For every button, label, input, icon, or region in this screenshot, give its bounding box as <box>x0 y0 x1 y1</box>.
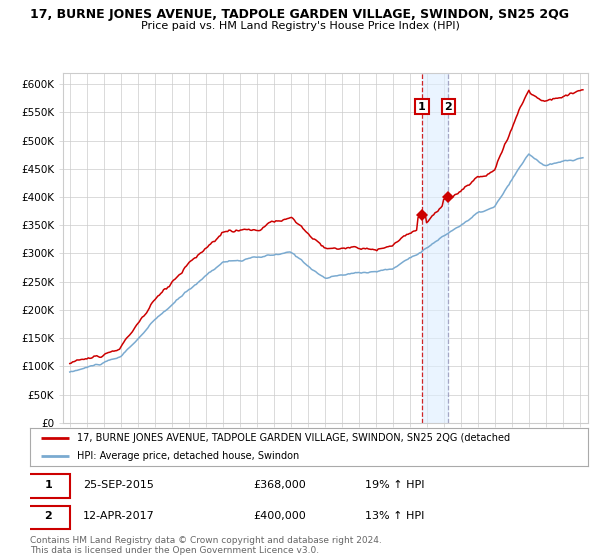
Text: 1: 1 <box>418 102 426 111</box>
Text: 2: 2 <box>44 511 52 521</box>
Text: £368,000: £368,000 <box>253 480 306 491</box>
Text: 12-APR-2017: 12-APR-2017 <box>83 511 155 521</box>
Text: 17, BURNE JONES AVENUE, TADPOLE GARDEN VILLAGE, SWINDON, SN25 2QG (detached: 17, BURNE JONES AVENUE, TADPOLE GARDEN V… <box>77 433 511 443</box>
Text: 19% ↑ HPI: 19% ↑ HPI <box>365 480 424 491</box>
Text: 25-SEP-2015: 25-SEP-2015 <box>83 480 154 491</box>
Text: 2: 2 <box>444 102 452 111</box>
Text: 17, BURNE JONES AVENUE, TADPOLE GARDEN VILLAGE, SWINDON, SN25 2QG: 17, BURNE JONES AVENUE, TADPOLE GARDEN V… <box>31 8 569 21</box>
Text: 13% ↑ HPI: 13% ↑ HPI <box>365 511 424 521</box>
Text: £400,000: £400,000 <box>253 511 306 521</box>
FancyBboxPatch shape <box>27 506 70 529</box>
Text: HPI: Average price, detached house, Swindon: HPI: Average price, detached house, Swin… <box>77 451 299 461</box>
FancyBboxPatch shape <box>27 474 70 498</box>
Text: Price paid vs. HM Land Registry's House Price Index (HPI): Price paid vs. HM Land Registry's House … <box>140 21 460 31</box>
Bar <box>422 73 448 423</box>
Text: Contains HM Land Registry data © Crown copyright and database right 2024.
This d: Contains HM Land Registry data © Crown c… <box>30 536 382 556</box>
Text: 1: 1 <box>44 480 52 491</box>
